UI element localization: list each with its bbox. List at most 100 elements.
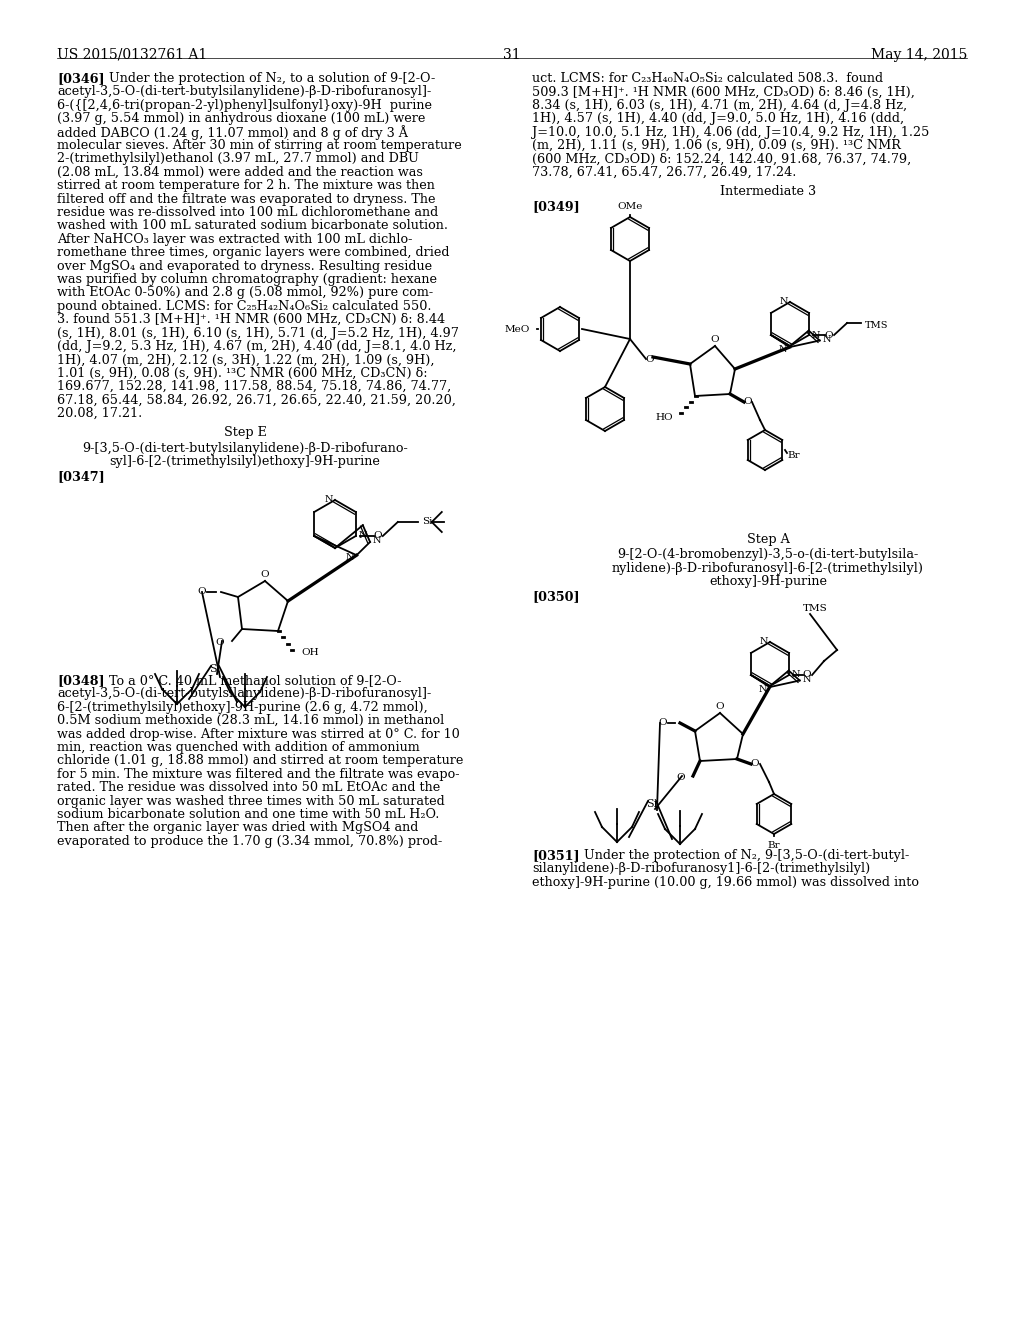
Text: added DABCO (1.24 g, 11.07 mmol) and 8 g of dry 3 Å: added DABCO (1.24 g, 11.07 mmol) and 8 g… (57, 125, 408, 140)
Text: (dd, J=9.2, 5.3 Hz, 1H), 4.67 (m, 2H), 4.40 (dd, J=8.1, 4.0 Hz,: (dd, J=9.2, 5.3 Hz, 1H), 4.67 (m, 2H), 4… (57, 341, 457, 352)
Text: 0.5M sodium methoxide (28.3 mL, 14.16 mmol) in methanol: 0.5M sodium methoxide (28.3 mL, 14.16 mm… (57, 714, 444, 727)
Text: syl]-6-[2-(trimethylsilyl)ethoxy]-9H-purine: syl]-6-[2-(trimethylsilyl)ethoxy]-9H-pur… (110, 455, 381, 469)
Text: Then after the organic layer was dried with MgSO4 and: Then after the organic layer was dried w… (57, 821, 419, 834)
Text: [0348]: [0348] (57, 675, 104, 686)
Text: O: O (743, 397, 753, 407)
Text: 1.01 (s, 9H), 0.08 (s, 9H). ¹³C NMR (600 MHz, CD₃CN) δ:: 1.01 (s, 9H), 0.08 (s, 9H). ¹³C NMR (600… (57, 367, 428, 380)
Text: Step E: Step E (223, 426, 266, 440)
Text: romethane three times, organic layers were combined, dried: romethane three times, organic layers we… (57, 247, 450, 259)
Text: 73.78, 67.41, 65.47, 26.77, 26.49, 17.24.: 73.78, 67.41, 65.47, 26.77, 26.49, 17.24… (532, 166, 797, 178)
Text: US 2015/0132761 A1: US 2015/0132761 A1 (57, 48, 207, 62)
Text: N: N (760, 638, 768, 647)
Text: chloride (1.01 g, 18.88 mmol) and stirred at room temperature: chloride (1.01 g, 18.88 mmol) and stirre… (57, 755, 464, 767)
Text: O: O (198, 587, 206, 597)
Text: To a 0° C. 40 mL methanol solution of 9-[2-O-: To a 0° C. 40 mL methanol solution of 9-… (109, 675, 401, 686)
Text: 1H), 4.07 (m, 2H), 2.12 (s, 3H), 1.22 (m, 2H), 1.09 (s, 9H),: 1H), 4.07 (m, 2H), 2.12 (s, 3H), 1.22 (m… (57, 354, 434, 367)
Text: sodium bicarbonate solution and one time with 50 mL H₂O.: sodium bicarbonate solution and one time… (57, 808, 439, 821)
Text: OMe: OMe (617, 202, 643, 211)
Text: (s, 1H), 8.01 (s, 1H), 6.10 (s, 1H), 5.71 (d, J=5.2 Hz, 1H), 4.97: (s, 1H), 8.01 (s, 1H), 6.10 (s, 1H), 5.7… (57, 326, 459, 339)
Text: O: O (803, 671, 811, 680)
Text: O: O (261, 570, 269, 579)
Text: min, reaction was quenched with addition of ammonium: min, reaction was quenched with addition… (57, 741, 420, 754)
Text: N: N (358, 532, 368, 540)
Text: silanylidene)-β-D-ribofuranosy1]-6-[2-(trimethylsilyl): silanylidene)-β-D-ribofuranosy1]-6-[2-(t… (532, 862, 870, 875)
Text: organic layer was washed three times with 50 mL saturated: organic layer was washed three times wit… (57, 795, 444, 808)
Text: MeO: MeO (505, 325, 530, 334)
Text: Br: Br (768, 841, 780, 850)
Text: O: O (646, 355, 654, 363)
Text: ethoxy]-9H-purine: ethoxy]-9H-purine (709, 576, 827, 589)
Text: 20.08, 17.21.: 20.08, 17.21. (57, 407, 142, 420)
Text: N: N (822, 335, 831, 345)
Text: acetyl-3,5-O-(di-tert-butylsilanylidene)-β-D-ribofuranosyl]-: acetyl-3,5-O-(di-tert-butylsilanylidene)… (57, 688, 431, 701)
Text: pound obtained. LCMS: for C₂₅H₄₂N₄O₆Si₂ calculated 550.: pound obtained. LCMS: for C₂₅H₄₂N₄O₆Si₂ … (57, 300, 431, 313)
Text: acetyl-3,5-O-(di-tert-butylsilanylidene)-β-D-ribofuranosyl]-: acetyl-3,5-O-(di-tert-butylsilanylidene)… (57, 86, 431, 99)
Text: (m, 2H), 1.11 (s, 9H), 1.06 (s, 9H), 0.09 (s, 9H). ¹³C NMR: (m, 2H), 1.11 (s, 9H), 1.06 (s, 9H), 0.0… (532, 139, 901, 152)
Text: N: N (803, 675, 811, 684)
Text: Si: Si (209, 664, 220, 675)
Text: HO: HO (655, 413, 673, 422)
Text: 9-[2-O-(4-bromobenzyl)-3,5-o-(di-tert-butylsila-: 9-[2-O-(4-bromobenzyl)-3,5-o-(di-tert-bu… (617, 548, 919, 561)
Text: with EtOAc 0-50%) and 2.8 g (5.08 mmol, 92%) pure com-: with EtOAc 0-50%) and 2.8 g (5.08 mmol, … (57, 286, 433, 300)
Text: was added drop-wise. After mixture was stirred at 0° C. for 10: was added drop-wise. After mixture was s… (57, 727, 460, 741)
Text: Step A: Step A (746, 533, 790, 546)
Text: Si: Si (422, 517, 432, 527)
Text: O: O (215, 639, 224, 648)
Text: N: N (812, 330, 820, 339)
Text: residue was re-dissolved into 100 mL dichloromethane and: residue was re-dissolved into 100 mL dic… (57, 206, 438, 219)
Text: O: O (677, 774, 685, 783)
Text: (3.97 g, 5.54 mmol) in anhydrous dioxane (100 mL) were: (3.97 g, 5.54 mmol) in anhydrous dioxane… (57, 112, 425, 125)
Text: N: N (779, 297, 788, 306)
Text: filtered off and the filtrate was evaporated to dryness. The: filtered off and the filtrate was evapor… (57, 193, 435, 206)
Text: stirred at room temperature for 2 h. The mixture was then: stirred at room temperature for 2 h. The… (57, 180, 435, 193)
Text: O: O (751, 759, 760, 768)
Text: evaporated to produce the 1.70 g (3.34 mmol, 70.8%) prod-: evaporated to produce the 1.70 g (3.34 m… (57, 834, 442, 847)
Text: Under the protection of N₂, 9-[3,5-O-(di-tert-butyl-: Under the protection of N₂, 9-[3,5-O-(di… (584, 849, 909, 862)
Text: N: N (373, 536, 382, 545)
Text: Under the protection of N₂, to a solution of 9-[2-O-: Under the protection of N₂, to a solutio… (109, 73, 435, 84)
Text: rated. The residue was dissolved into 50 mL EtOAc and the: rated. The residue was dissolved into 50… (57, 781, 440, 795)
Text: was purified by column chromatography (gradient: hexane: was purified by column chromatography (g… (57, 273, 437, 286)
Text: TMS: TMS (803, 605, 827, 614)
Text: [0349]: [0349] (532, 201, 580, 214)
Text: J=10.0, 10.0, 5.1 Hz, 1H), 4.06 (dd, J=10.4, 9.2 Hz, 1H), 1.25: J=10.0, 10.0, 5.1 Hz, 1H), 4.06 (dd, J=1… (532, 125, 930, 139)
Text: (2.08 mL, 13.84 mmol) were added and the reaction was: (2.08 mL, 13.84 mmol) were added and the… (57, 166, 423, 178)
Text: 67.18, 65.44, 58.84, 26.92, 26.71, 26.65, 22.40, 21.59, 20.20,: 67.18, 65.44, 58.84, 26.92, 26.71, 26.65… (57, 393, 456, 407)
Text: 3. found 551.3 [M+H]⁺. ¹H NMR (600 MHz, CD₃CN) δ: 8.44: 3. found 551.3 [M+H]⁺. ¹H NMR (600 MHz, … (57, 313, 445, 326)
Text: O: O (824, 330, 834, 339)
Text: N: N (758, 685, 767, 693)
Text: 6-[2-(trimethylsilyl)ethoxy]-9H-purine (2.6 g, 4.72 mmol),: 6-[2-(trimethylsilyl)ethoxy]-9H-purine (… (57, 701, 428, 714)
Text: 31: 31 (503, 48, 521, 62)
Text: N: N (792, 671, 801, 680)
Text: [0350]: [0350] (532, 590, 580, 603)
Text: O: O (658, 718, 668, 727)
Text: nylidene)-β-D-ribofuranosyl]-6-[2-(trimethylsilyl): nylidene)-β-D-ribofuranosyl]-6-[2-(trime… (612, 562, 924, 574)
Text: TMS: TMS (865, 321, 889, 330)
Text: After NaHCO₃ layer was extracted with 100 mL dichlo-: After NaHCO₃ layer was extracted with 10… (57, 232, 413, 246)
Text: (600 MHz, CD₃OD) δ: 152.24, 142.40, 91.68, 76.37, 74.79,: (600 MHz, CD₃OD) δ: 152.24, 142.40, 91.6… (532, 152, 911, 165)
Text: 2-(trimethylsilyl)ethanol (3.97 mL, 27.7 mmol) and DBU: 2-(trimethylsilyl)ethanol (3.97 mL, 27.7… (57, 152, 419, 165)
Text: 9-[3,5-O-(di-tert-butylsilanylidene)-β-D-ribofurano-: 9-[3,5-O-(di-tert-butylsilanylidene)-β-D… (82, 442, 408, 455)
Text: uct. LCMS: for C₂₃H₄₀N₄O₅Si₂ calculated 508.3.  found: uct. LCMS: for C₂₃H₄₀N₄O₅Si₂ calculated … (532, 73, 883, 84)
Text: 169.677, 152.28, 141.98, 117.58, 88.54, 75.18, 74.86, 74.77,: 169.677, 152.28, 141.98, 117.58, 88.54, … (57, 380, 452, 393)
Text: N: N (325, 495, 333, 504)
Text: [0351]: [0351] (532, 849, 580, 862)
Text: Intermediate 3: Intermediate 3 (720, 185, 816, 198)
Text: ethoxy]-9H-purine (10.00 g, 19.66 mmol) was dissolved into: ethoxy]-9H-purine (10.00 g, 19.66 mmol) … (532, 875, 919, 888)
Text: Br: Br (787, 450, 800, 459)
Text: N: N (778, 345, 786, 354)
Text: [0346]: [0346] (57, 73, 104, 84)
Text: [0347]: [0347] (57, 471, 104, 483)
Text: 8.34 (s, 1H), 6.03 (s, 1H), 4.71 (m, 2H), 4.64 (d, J=4.8 Hz,: 8.34 (s, 1H), 6.03 (s, 1H), 4.71 (m, 2H)… (532, 99, 907, 112)
Text: molecular sieves. After 30 min of stirring at room temperature: molecular sieves. After 30 min of stirri… (57, 139, 462, 152)
Text: OH: OH (301, 648, 318, 657)
Text: May 14, 2015: May 14, 2015 (870, 48, 967, 62)
Text: O: O (711, 335, 719, 345)
Text: O: O (374, 532, 382, 540)
Text: 509.3 [M+H]⁺. ¹H NMR (600 MHz, CD₃OD) δ: 8.46 (s, 1H),: 509.3 [M+H]⁺. ¹H NMR (600 MHz, CD₃OD) δ:… (532, 86, 914, 99)
Text: N: N (345, 553, 353, 562)
Text: over MgSO₄ and evaporated to dryness. Resulting residue: over MgSO₄ and evaporated to dryness. Re… (57, 260, 432, 273)
Text: 1H), 4.57 (s, 1H), 4.40 (dd, J=9.0, 5.0 Hz, 1H), 4.16 (ddd,: 1H), 4.57 (s, 1H), 4.40 (dd, J=9.0, 5.0 … (532, 112, 904, 125)
Text: Si: Si (646, 799, 657, 809)
Text: washed with 100 mL saturated sodium bicarbonate solution.: washed with 100 mL saturated sodium bica… (57, 219, 449, 232)
